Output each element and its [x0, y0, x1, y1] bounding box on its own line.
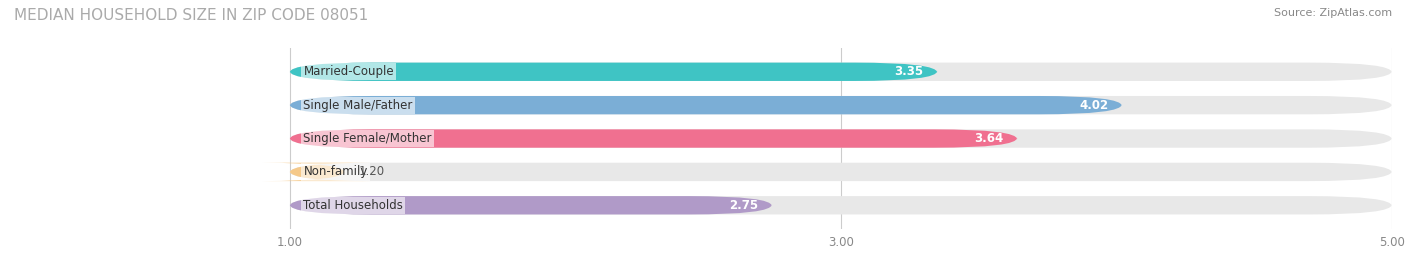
- Text: Single Female/Mother: Single Female/Mother: [304, 132, 432, 145]
- Text: Married-Couple: Married-Couple: [304, 65, 394, 78]
- FancyBboxPatch shape: [290, 63, 1392, 81]
- Text: 3.64: 3.64: [974, 132, 1004, 145]
- Text: 3.35: 3.35: [894, 65, 924, 78]
- FancyBboxPatch shape: [290, 163, 1392, 181]
- Text: Total Households: Total Households: [304, 199, 404, 212]
- FancyBboxPatch shape: [262, 163, 373, 181]
- Text: 2.75: 2.75: [728, 199, 758, 212]
- FancyBboxPatch shape: [290, 63, 938, 81]
- FancyBboxPatch shape: [290, 196, 772, 214]
- Text: MEDIAN HOUSEHOLD SIZE IN ZIP CODE 08051: MEDIAN HOUSEHOLD SIZE IN ZIP CODE 08051: [14, 8, 368, 23]
- Text: 1.20: 1.20: [359, 165, 385, 178]
- FancyBboxPatch shape: [290, 129, 1392, 148]
- FancyBboxPatch shape: [290, 96, 1122, 114]
- FancyBboxPatch shape: [290, 196, 1392, 214]
- Text: Single Male/Father: Single Male/Father: [304, 99, 413, 112]
- FancyBboxPatch shape: [290, 129, 1017, 148]
- Text: Non-family: Non-family: [304, 165, 368, 178]
- FancyBboxPatch shape: [290, 96, 1392, 114]
- Text: Source: ZipAtlas.com: Source: ZipAtlas.com: [1274, 8, 1392, 18]
- Text: 4.02: 4.02: [1078, 99, 1108, 112]
